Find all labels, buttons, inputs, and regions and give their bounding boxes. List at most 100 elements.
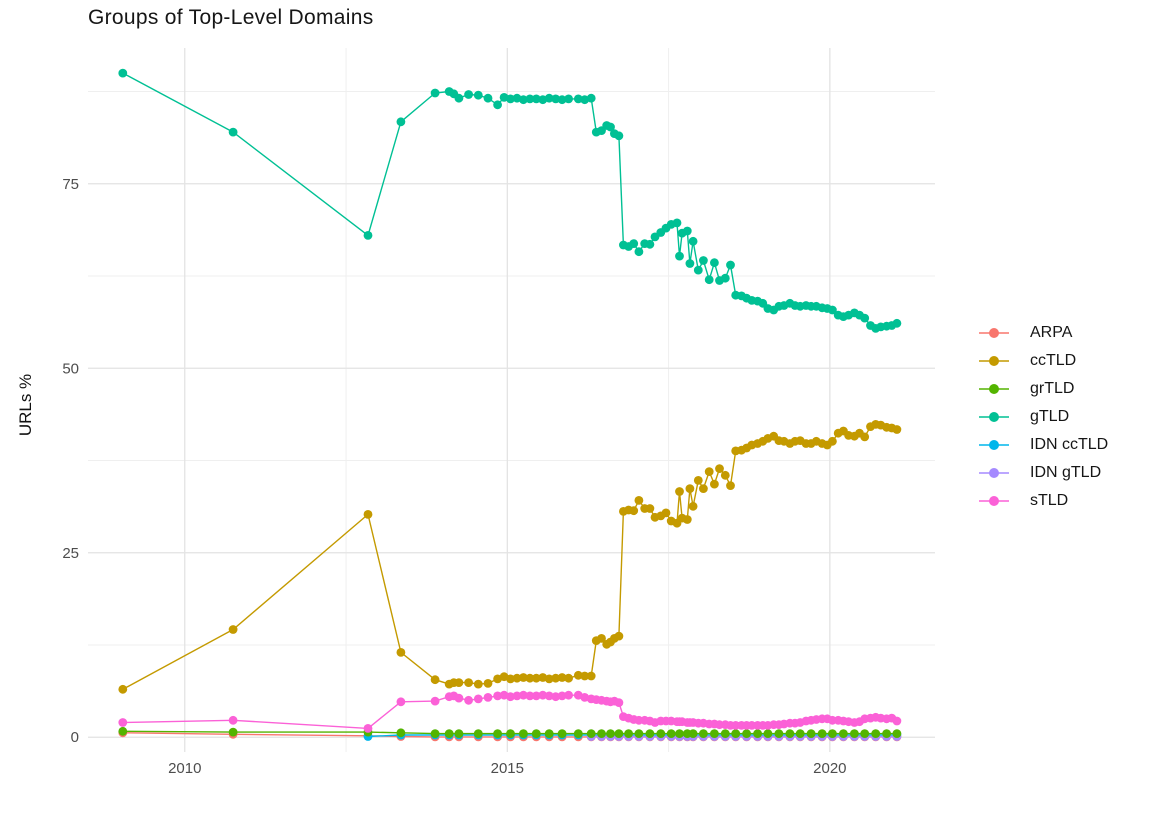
series-point-grTLD xyxy=(573,729,583,738)
series-point-gTLD xyxy=(860,313,870,323)
series-line-gTLD xyxy=(122,72,898,330)
legend-label: ARPA xyxy=(1030,324,1073,341)
series-point-sTLD xyxy=(506,692,515,702)
series-point-grTLD xyxy=(828,729,837,738)
legend-item-ARPA: ARPA xyxy=(977,319,1108,347)
legend-item-gTLD: gTLD xyxy=(977,403,1108,431)
series-point-ccTLD xyxy=(699,484,708,493)
series-point-ccTLD xyxy=(363,510,373,519)
series-point-ccTLD xyxy=(228,625,238,634)
series-point-ccTLD xyxy=(597,634,606,643)
series-point-grTLD xyxy=(699,729,708,738)
series-point-grTLD xyxy=(544,729,554,738)
legend-key-icon xyxy=(979,440,1009,450)
series-point-sTLD xyxy=(118,718,128,727)
series-point-ccTLD xyxy=(720,470,730,480)
series-point-ccTLD xyxy=(715,464,724,473)
series-point-sTLD xyxy=(228,715,238,725)
series-point-gTLD xyxy=(892,318,902,328)
legend-label: ccTLD xyxy=(1030,352,1077,369)
series-point-grTLD xyxy=(666,729,676,738)
series-point-ccTLD xyxy=(531,673,541,683)
series-point-grTLD xyxy=(753,729,762,738)
y-tick-label: 0 xyxy=(71,729,79,746)
series-point-ccTLD xyxy=(473,679,483,689)
series-point-gTLD xyxy=(688,236,698,246)
series-point-sTLD xyxy=(519,690,528,700)
series-point-ccTLD xyxy=(675,487,684,496)
series-point-grTLD xyxy=(624,729,633,738)
series-point-sTLD xyxy=(531,691,541,701)
legend-item-grTLD: grTLD xyxy=(977,375,1108,403)
series-point-grTLD xyxy=(531,729,541,738)
series-point-grTLD xyxy=(228,727,238,737)
x-tick-label: 2010 xyxy=(168,760,201,777)
series-point-grTLD xyxy=(606,729,615,738)
series-point-gTLD xyxy=(685,259,695,268)
series-point-ccTLD xyxy=(586,671,596,681)
series-point-grTLD xyxy=(742,729,751,738)
legend-label: grTLD xyxy=(1030,380,1075,397)
series-point-ccTLD xyxy=(661,508,671,518)
legend-label: sTLD xyxy=(1030,492,1069,509)
series-point-sTLD xyxy=(473,694,483,704)
series-point-gTLD xyxy=(586,93,596,103)
legend-key-icon xyxy=(979,384,1009,394)
series-point-sTLD xyxy=(454,693,464,703)
series-point-ccTLD xyxy=(634,496,644,505)
series-point-gTLD xyxy=(614,131,624,141)
series-point-grTLD xyxy=(506,729,515,738)
series-point-sTLD xyxy=(493,691,502,701)
series-line-grTLD xyxy=(122,730,897,735)
series-point-ccTLD xyxy=(557,673,567,682)
legend: ARPA ccTLD grTLD gTLD IDN ccTLD IDN gTLD sTLD xyxy=(977,319,1108,515)
series-point-sTLD xyxy=(551,692,561,702)
series-point-grTLD xyxy=(731,729,741,738)
legend-key-icon xyxy=(979,328,1009,338)
series-point-grTLD xyxy=(645,729,655,738)
x-tick-label: 2020 xyxy=(813,760,846,777)
series-point-grTLD xyxy=(774,729,784,738)
series-point-grTLD xyxy=(839,729,848,738)
series-point-grTLD xyxy=(892,729,902,738)
series-point-gTLD xyxy=(629,239,639,249)
series-point-sTLD xyxy=(396,697,406,707)
chart-title: Groups of Top-Level Domains xyxy=(88,6,374,29)
series-point-gTLD xyxy=(118,68,128,78)
series-point-ccTLD xyxy=(726,481,735,490)
series-point-grTLD xyxy=(614,729,624,738)
series-point-ccTLD xyxy=(614,631,624,641)
series-point-gTLD xyxy=(396,117,406,127)
series-point-grTLD xyxy=(519,729,528,738)
series-point-grTLD xyxy=(634,729,644,738)
series-point-gTLD xyxy=(519,95,528,105)
series-point-grTLD xyxy=(430,729,440,738)
series-point-gTLD xyxy=(710,258,719,268)
series-point-ccTLD xyxy=(525,673,535,683)
y-tick-label: 75 xyxy=(62,176,79,193)
series-point-sTLD xyxy=(544,691,554,701)
series-point-ccTLD xyxy=(645,504,655,513)
series-point-gTLD xyxy=(557,95,567,105)
series-point-gTLD xyxy=(720,273,730,283)
series-point-ccTLD xyxy=(682,515,692,524)
series-line-ccTLD xyxy=(122,423,898,690)
series-point-grTLD xyxy=(817,729,827,738)
series-point-gTLD xyxy=(645,239,655,249)
series-point-sTLD xyxy=(464,695,473,705)
series-point-ccTLD xyxy=(693,476,703,485)
series-point-gTLD xyxy=(726,260,735,270)
series-point-ccTLD xyxy=(551,673,561,683)
legend-key-icon xyxy=(979,496,1009,506)
series-point-gTLD xyxy=(634,247,644,257)
series-point-gTLD xyxy=(454,93,464,103)
series-point-gTLD xyxy=(464,90,473,99)
legend-item-ccTLD: ccTLD xyxy=(977,347,1108,375)
series-point-ccTLD xyxy=(704,467,714,476)
series-point-gTLD xyxy=(493,100,502,110)
series-point-ccTLD xyxy=(118,684,128,694)
series-point-grTLD xyxy=(444,729,454,738)
series-point-sTLD xyxy=(363,724,373,733)
series-point-gTLD xyxy=(675,251,684,261)
series-point-sTLD xyxy=(538,690,548,700)
